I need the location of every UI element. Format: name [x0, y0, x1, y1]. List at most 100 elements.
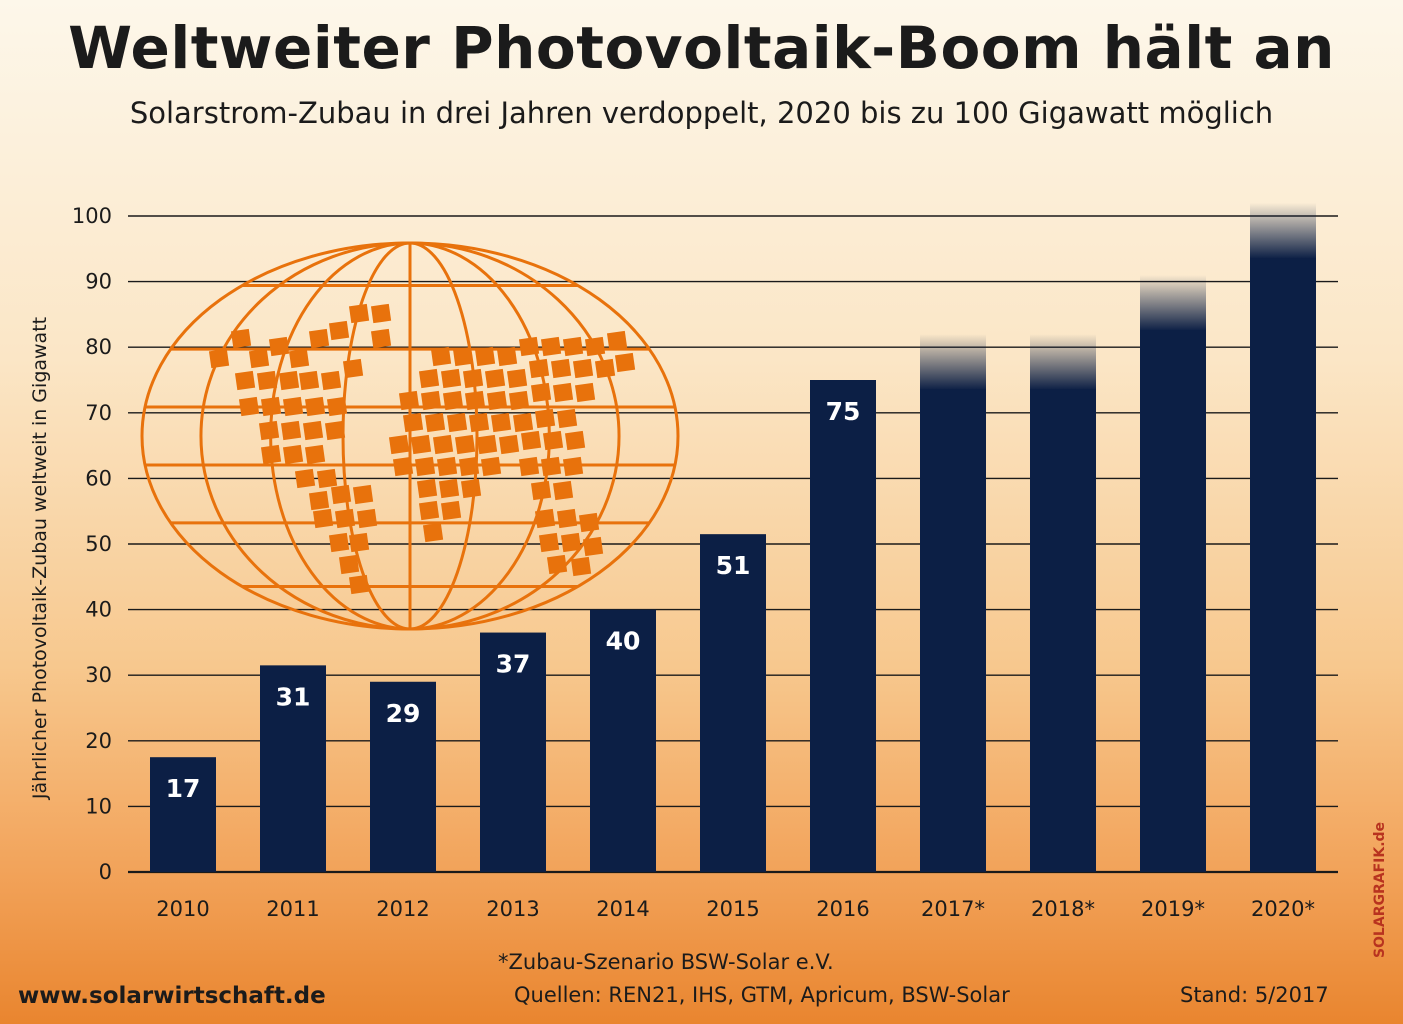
continent-tile: [518, 336, 540, 357]
continent-tile: [282, 444, 304, 465]
continent-tile: [460, 478, 482, 499]
continent-tile: [552, 480, 574, 501]
continent-tile: [308, 490, 330, 511]
continent-tile: [260, 444, 282, 465]
x-tick-label: 2011: [266, 897, 319, 921]
continent-tile: [294, 468, 316, 489]
continent-tile: [352, 484, 374, 505]
continent-tile: [556, 508, 578, 529]
continent-tile: [370, 303, 392, 324]
continent-tile: [230, 328, 252, 349]
continent-tile: [606, 330, 628, 351]
y-tick-label: 50: [85, 532, 112, 556]
bar: [590, 609, 656, 872]
continent-tile: [546, 554, 568, 575]
continent-tile: [476, 434, 498, 455]
continent-tile: [398, 390, 420, 411]
continent-tile: [542, 430, 564, 451]
continent-tile: [538, 532, 560, 553]
continent-tile: [570, 556, 592, 577]
continent-tile: [440, 368, 462, 389]
x-tick-label: 2010: [156, 897, 209, 921]
y-tick-label: 80: [85, 335, 112, 359]
continent-tile: [496, 346, 518, 367]
continent-tile: [304, 396, 326, 417]
continent-tile: [480, 456, 502, 477]
continent-tile: [594, 358, 616, 379]
continent-tile: [258, 420, 280, 441]
bar: [370, 681, 436, 872]
y-tick-label: 90: [85, 270, 112, 294]
bar-value-label: 51: [716, 551, 751, 580]
continent-tile: [424, 412, 446, 433]
continent-tile: [498, 434, 520, 455]
continent-tile: [454, 434, 476, 455]
continent-tile: [484, 368, 506, 389]
continent-tile: [534, 508, 556, 529]
bar-fade-top: [1250, 202, 1316, 259]
continent-tile: [298, 370, 320, 391]
x-tick-label: 2019*: [1141, 897, 1205, 921]
continent-tile: [326, 396, 348, 417]
continent-tile: [280, 420, 302, 441]
continent-tile: [464, 390, 486, 411]
x-tick-label: 2014: [596, 897, 649, 921]
bar: [920, 389, 986, 872]
continent-tile: [552, 382, 574, 403]
continent-tile: [430, 346, 452, 367]
continent-tile: [348, 303, 370, 324]
continent-tile: [574, 382, 596, 403]
continent-tile: [416, 478, 438, 499]
chart-subtitle: Solarstrom-Zubau in drei Jahren verdoppe…: [129, 96, 1274, 130]
x-tick-label: 2016: [816, 897, 869, 921]
continent-tile: [540, 456, 562, 477]
continent-tile: [560, 532, 582, 553]
continent-tile: [334, 508, 356, 529]
continent-tile: [474, 346, 496, 367]
continent-tile: [506, 368, 528, 389]
continent-tile: [268, 336, 290, 357]
y-tick-label: 10: [85, 794, 112, 818]
website-link[interactable]: www.solarwirtschaft.de: [18, 983, 326, 1009]
continent-tile: [418, 368, 440, 389]
y-tick-label: 100: [72, 204, 112, 228]
continent-tile: [564, 430, 586, 451]
continent-tile: [468, 412, 490, 433]
watermark-text: SOLARGRAFIK.de: [1372, 821, 1388, 959]
continent-tile: [530, 480, 552, 501]
bar: [1140, 330, 1206, 872]
continent-tile: [578, 512, 600, 533]
continent-tile: [438, 478, 460, 499]
continent-tile: [534, 408, 556, 429]
x-tick-label: 2018*: [1031, 897, 1095, 921]
continent-tile: [458, 456, 480, 477]
continent-tile: [422, 522, 444, 543]
y-tick-label: 70: [85, 401, 112, 425]
continent-tile: [436, 456, 458, 477]
bar-value-labels: 17 31 29 37 40 51 75: [166, 397, 861, 803]
continent-tile: [324, 420, 346, 441]
x-tick-label: 2012: [376, 897, 429, 921]
continent-tile: [550, 358, 572, 379]
chart-title: Weltweiter Photovoltaik-Boom hält an: [68, 14, 1335, 82]
continent-tile: [328, 532, 350, 553]
y-tick-label: 30: [85, 663, 112, 687]
sources-note: Quellen: REN21, IHS, GTM, Apricum, BSW-S…: [514, 983, 1010, 1007]
continent-tile: [442, 390, 464, 411]
continent-tile: [370, 328, 392, 349]
bar-fade-top: [920, 334, 986, 391]
y-tick-label: 40: [85, 598, 112, 622]
bar: [810, 380, 876, 872]
continent-tile: [238, 396, 260, 417]
bar-value-label: 40: [606, 627, 641, 656]
continent-tile: [556, 408, 578, 429]
continent-tile: [572, 358, 594, 379]
continent-tile: [562, 336, 584, 357]
continent-tile: [402, 412, 424, 433]
scenario-note: *Zubau-Szenario BSW-Solar e.V.: [498, 950, 834, 974]
continent-tile: [316, 468, 338, 489]
continent-tile: [348, 532, 370, 553]
bar: [150, 757, 216, 872]
continent-tile: [330, 484, 352, 505]
continent-tile: [388, 434, 410, 455]
